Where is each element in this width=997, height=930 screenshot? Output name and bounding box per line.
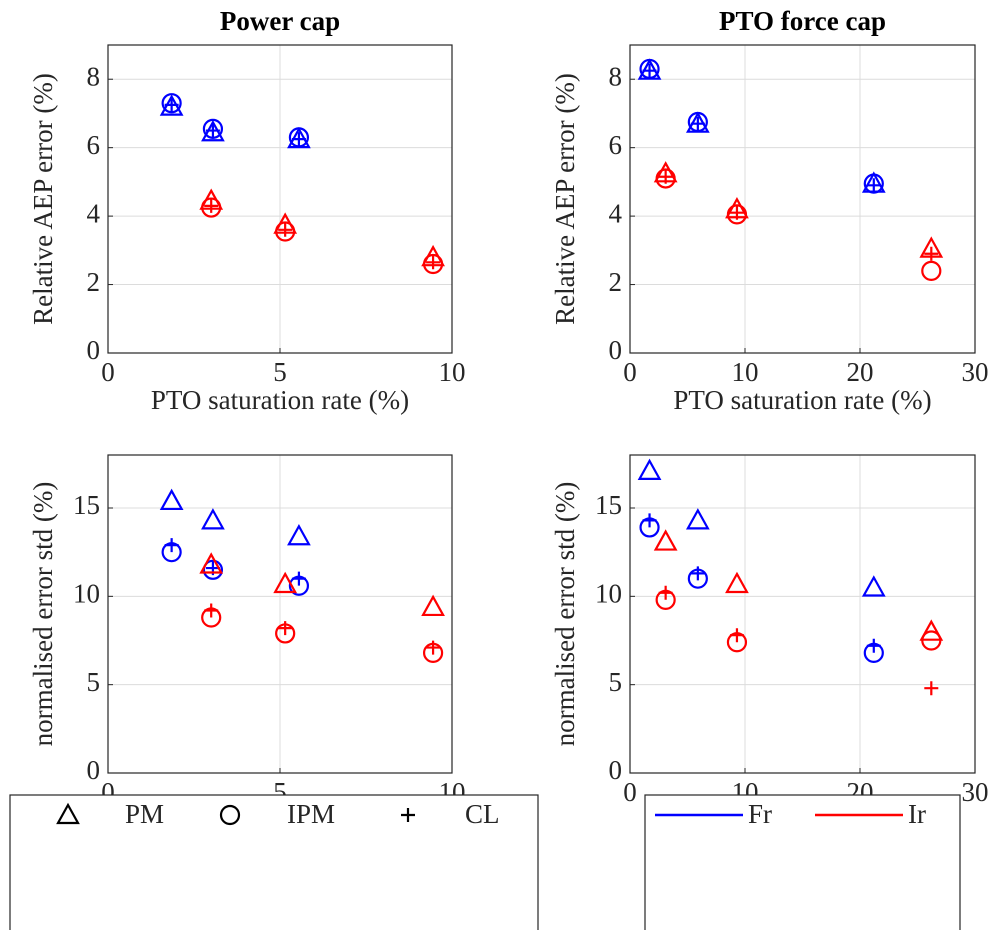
y-tick-label: 0 [609, 755, 623, 785]
marker-plus [291, 571, 306, 586]
x-tick-label: 30 [962, 357, 989, 387]
y-tick-label: 0 [609, 335, 623, 365]
marker-circle [219, 804, 241, 826]
y-tick-label: 5 [87, 667, 101, 697]
marker-triangle [287, 524, 311, 546]
marker-plus [205, 123, 220, 138]
x-tick-label: 0 [101, 357, 115, 387]
plot-frame [107, 44, 453, 354]
marker-circle [202, 118, 224, 139]
x-tick-label: 0 [623, 777, 637, 807]
legend-label: CL [465, 799, 500, 829]
marker-triangle [159, 488, 184, 511]
marker-circle [863, 173, 884, 194]
marker-plus [924, 681, 939, 696]
y-axis-label: normalised error std (%) [550, 482, 580, 747]
y-tick-label: 5 [609, 667, 623, 697]
marker-triangle [919, 619, 944, 641]
marker-circle [201, 197, 222, 218]
y-tick-label: 8 [609, 61, 623, 91]
y-tick-label: 0 [87, 755, 101, 785]
marker-plus [204, 198, 219, 213]
marker-circle [275, 221, 296, 242]
marker-circle [288, 127, 310, 148]
marker-triangle [201, 508, 225, 530]
y-axis-label: Relative AEP error (%) [28, 73, 58, 325]
marker-plus [164, 97, 179, 112]
y-tick-label: 15 [73, 490, 100, 520]
marker-plus [866, 178, 881, 193]
marker-plus [401, 808, 415, 822]
marker-plus [278, 222, 293, 237]
marker-circle [726, 204, 748, 225]
y-tick-label: 8 [87, 61, 101, 91]
marker-triangle [56, 802, 80, 825]
y-axis-label: normalised error std (%) [28, 482, 58, 747]
y-tick-label: 4 [609, 198, 623, 228]
marker-circle [639, 58, 660, 80]
x-tick-label: 10 [732, 357, 759, 387]
marker-plus [658, 585, 673, 600]
marker-plus [291, 132, 306, 147]
marker-triangle [199, 552, 224, 574]
y-tick-label: 4 [87, 198, 101, 228]
y-tick-label: 10 [73, 579, 100, 609]
marker-plus [642, 513, 657, 528]
marker-triangle [725, 571, 749, 594]
x-axis-label: PTO saturation rate (%) [151, 385, 409, 415]
marker-plus [658, 169, 673, 184]
marker-triangle [273, 571, 298, 594]
y-axis-label: Relative AEP error (%) [550, 73, 580, 325]
x-tick-label: 20 [847, 357, 874, 387]
marker-circle [921, 260, 942, 281]
legend-box [9, 794, 539, 930]
marker-plus [278, 621, 293, 636]
marker-plus [729, 205, 744, 220]
marker-triangle [861, 575, 886, 597]
marker-plus [729, 628, 744, 643]
marker-circle [422, 253, 444, 275]
marker-circle [161, 93, 182, 114]
x-tick-label: 5 [273, 357, 287, 387]
marker-plus [690, 566, 705, 581]
marker-plus [924, 246, 939, 261]
legend-box [644, 794, 961, 930]
marker-plus [642, 63, 657, 78]
marker-triangle [421, 594, 445, 617]
plot-frame [629, 454, 976, 774]
marker-plus [866, 638, 881, 653]
marker-plus [426, 640, 441, 655]
y-tick-label: 10 [595, 579, 622, 609]
marker-plus [426, 255, 441, 270]
marker-plus [204, 603, 219, 618]
marker-circle [921, 630, 942, 651]
legend-label: IPM [287, 799, 335, 829]
y-tick-label: 0 [87, 335, 101, 365]
marker-circle [687, 111, 708, 133]
plot-frame [629, 44, 976, 354]
marker-triangle [685, 508, 710, 530]
y-tick-label: 2 [609, 267, 623, 297]
y-tick-label: 6 [87, 130, 101, 160]
plot-frame [107, 454, 453, 774]
legend-label: Ir [908, 799, 926, 829]
marker-triangle [637, 458, 662, 480]
y-tick-label: 2 [87, 267, 101, 297]
chart-title: PTO force cap [719, 6, 886, 36]
marker-triangle [653, 529, 678, 551]
marker-plus [690, 116, 705, 131]
marker-circle [655, 168, 676, 189]
x-tick-label: 30 [962, 777, 989, 807]
y-tick-label: 6 [609, 130, 623, 160]
legend-label: Fr [748, 799, 772, 829]
x-axis-label: PTO saturation rate (%) [673, 385, 931, 415]
legend-label: PM [125, 799, 164, 829]
x-tick-label: 0 [623, 357, 637, 387]
x-tick-label: 10 [439, 357, 466, 387]
chart-title: Power cap [220, 6, 340, 36]
marker-plus [164, 538, 179, 553]
y-tick-label: 15 [595, 490, 622, 520]
